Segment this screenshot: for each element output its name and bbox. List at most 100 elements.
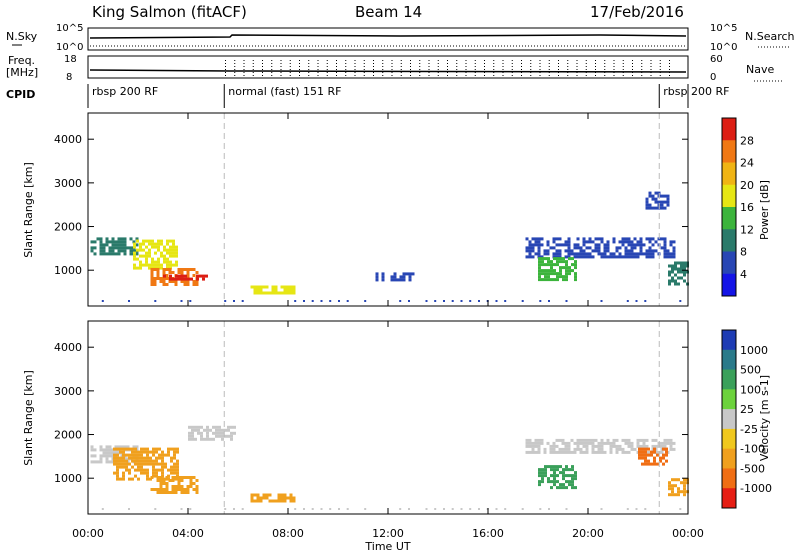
data-cell (525, 246, 529, 250)
data-cell (174, 476, 178, 479)
data-cell (553, 474, 556, 478)
data-cell (570, 252, 574, 256)
data-cell (650, 450, 653, 454)
data-cell (588, 438, 592, 442)
data-cell (102, 252, 106, 256)
data-cell (538, 278, 541, 282)
data-cell (680, 490, 683, 494)
data-cell (666, 249, 670, 253)
data-cell (674, 261, 677, 265)
data-cell (553, 272, 556, 276)
data-cell (606, 246, 610, 250)
data-cell (666, 200, 670, 204)
data-cell (565, 278, 568, 282)
data-cell (576, 243, 580, 247)
data-cell (553, 269, 556, 273)
data-cell (660, 450, 664, 454)
data-cell (597, 237, 601, 241)
data-cell (184, 274, 187, 278)
data-cell (131, 465, 134, 469)
data-cell (346, 300, 349, 302)
data-cell (183, 491, 187, 494)
data-cell (159, 479, 163, 482)
velocity-colorbar-tick-label: -100 (740, 443, 765, 456)
data-cell (133, 254, 136, 258)
data-cell (105, 457, 109, 461)
data-cell (215, 428, 218, 432)
data-cell (567, 243, 571, 247)
data-cell (571, 263, 574, 267)
data-cell (547, 269, 550, 273)
data-cell (630, 255, 634, 259)
data-cell (677, 270, 680, 274)
data-cell (558, 438, 562, 442)
data-cell (166, 248, 169, 252)
data-cell (177, 488, 181, 491)
data-cell (680, 270, 683, 274)
data-cell (600, 300, 603, 302)
data-cell (116, 471, 119, 475)
data-cell (624, 450, 628, 454)
data-cell (177, 482, 181, 485)
power-colorbar: 28 24 20 16 12 8 4 (721, 117, 754, 297)
data-cell (574, 266, 577, 270)
data-cell (627, 243, 631, 247)
data-cell (568, 474, 571, 478)
data-cell (541, 278, 544, 282)
data-cell (117, 445, 121, 449)
data-cell (660, 441, 664, 445)
data-cell (579, 438, 583, 442)
data-cell (666, 438, 670, 442)
data-cell (206, 428, 209, 432)
data-cell (541, 480, 544, 484)
data-cell (663, 237, 667, 241)
y-tick-label: 2000 (54, 221, 82, 234)
data-cell (123, 243, 127, 247)
data-cell (645, 203, 649, 207)
data-cell (683, 264, 686, 268)
data-cell (116, 456, 119, 460)
data-cell (615, 255, 619, 259)
data-cell (128, 508, 130, 510)
data-cell (645, 438, 649, 442)
data-cell (152, 465, 155, 469)
data-cell (183, 488, 187, 491)
data-cell (626, 300, 629, 302)
data-cell (265, 496, 269, 500)
data-cell (169, 251, 172, 255)
data-cell (168, 280, 172, 283)
data-cell (663, 255, 667, 259)
data-cell (169, 274, 172, 278)
data-cell (146, 462, 149, 466)
velocity-axis: 1000 2000 3000 4000 (54, 321, 689, 514)
data-cell (154, 260, 157, 264)
data-cell (648, 246, 652, 250)
data-cell (102, 246, 106, 250)
data-cell (538, 471, 541, 475)
data-cell (600, 255, 604, 259)
data-cell (621, 240, 625, 244)
data-cell (671, 493, 674, 497)
data-cell (546, 441, 550, 445)
data-cell (230, 431, 233, 435)
data-cell (99, 448, 103, 452)
data-cell (221, 434, 224, 438)
data-cell (525, 249, 529, 253)
data-cell (609, 450, 613, 454)
data-cell (186, 476, 190, 479)
data-cell (654, 249, 658, 253)
data-cell (153, 488, 157, 491)
data-cell (114, 246, 118, 250)
data-cell (173, 468, 176, 472)
data-cell (408, 300, 410, 302)
velocity-panel: 1000 2000 3000 4000 Slant Range [km] (22, 320, 689, 515)
x-axis-label: Time UT (364, 540, 410, 553)
data-cell (186, 488, 190, 491)
data-cell (650, 453, 653, 457)
data-cell (180, 476, 184, 479)
data-cell (669, 252, 673, 256)
data-cell (172, 251, 175, 255)
data-cell (627, 444, 631, 448)
data-cell (582, 450, 586, 454)
